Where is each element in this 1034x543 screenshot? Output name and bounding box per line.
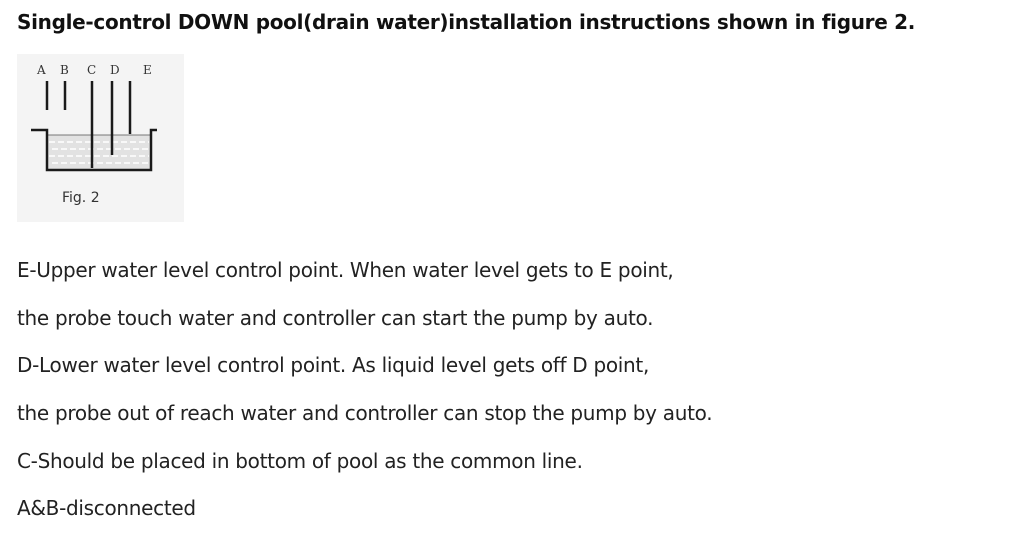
water-body [47,135,151,170]
figure-2: A B C D E Fig. 2 [17,54,184,222]
probe-label-c: C [87,63,96,77]
probe-label-b: B [60,63,69,77]
instruction-line-3: D-Lower water level control point. As li… [17,353,650,377]
page-heading: Single-control DOWN pool(drain water)ins… [17,10,916,34]
water-texture [49,141,149,164]
instruction-line-6: A&B-disconnected [17,496,196,520]
instruction-line-2: the probe touch water and controller can… [17,306,654,330]
probe-label-e: E [143,63,152,77]
probe-label-d: D [110,63,120,77]
instruction-line-4: the probe out of reach water and control… [17,401,713,425]
pool-diagram: A B C D E [31,63,157,172]
probe-label-a: A [36,63,46,77]
instruction-line-5: C-Should be placed in bottom of pool as … [17,449,583,473]
figure-caption: Fig. 2 [62,190,100,206]
pool-outline [31,128,157,172]
instruction-line-1: E-Upper water level control point. When … [17,258,674,282]
probes [45,81,132,168]
